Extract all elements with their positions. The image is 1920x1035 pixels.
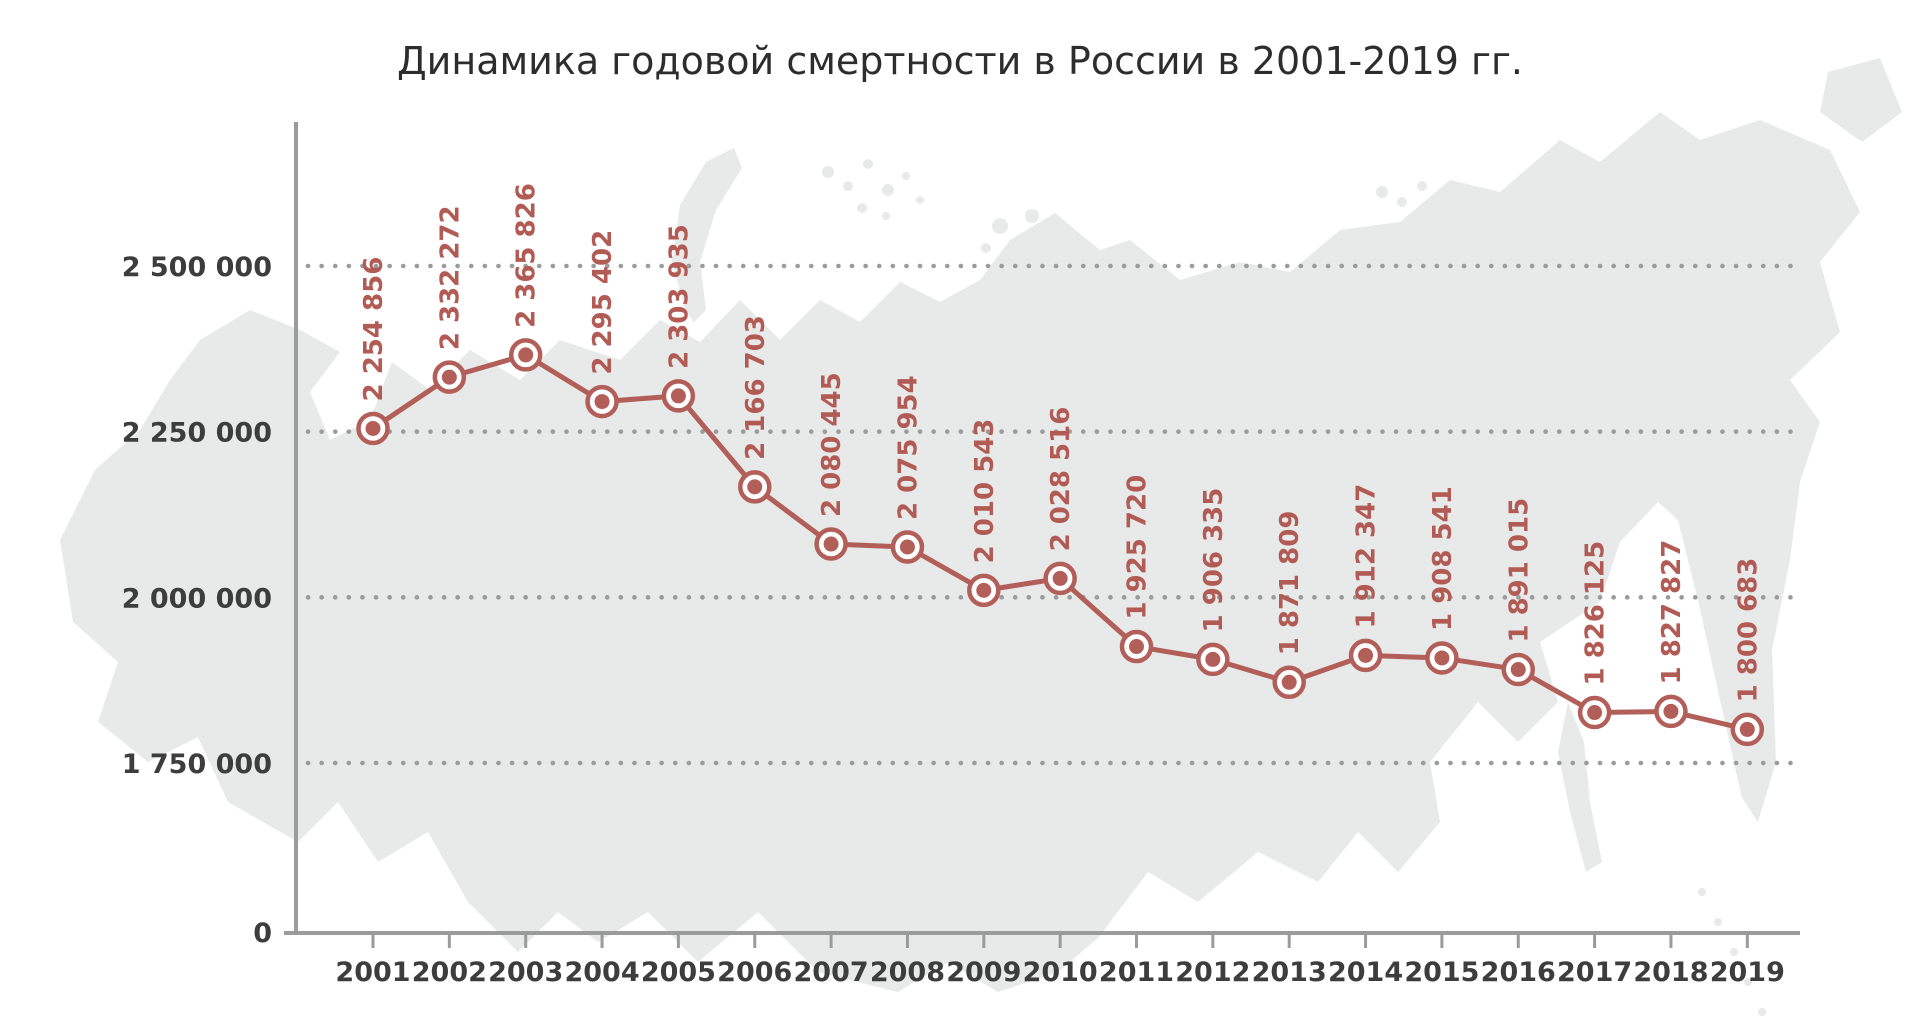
gridlines-layer: 2 500 000 2 250 000 2 000 000 1 750 000 (122, 252, 1798, 780)
data-point-marker-2013 (1272, 665, 1306, 700)
data-point-label-2007: 2 080 445 (817, 372, 847, 517)
marker-core (1663, 703, 1679, 719)
x-axis-label-2008: 2008 (870, 957, 945, 988)
data-point-label-2019: 1 800 683 (1733, 558, 1763, 703)
data-point-marker-2007 (814, 527, 848, 561)
marker-core (899, 539, 915, 555)
x-axis-label-2013: 2013 (1252, 957, 1327, 988)
marker-core (1205, 651, 1221, 667)
map-island-novaya-zemlya (672, 148, 742, 322)
map-islands-new-siberian (1376, 181, 1427, 207)
data-point-label-2008: 2 075 954 (893, 375, 923, 520)
x-axis-label-2017: 2017 (1557, 957, 1632, 988)
data-point-label-2010: 2 028 516 (1046, 407, 1076, 552)
data-point-marker-2016 (1501, 652, 1535, 687)
data-point-marker-2005 (661, 379, 696, 413)
marker-core (976, 582, 992, 598)
marker-core (594, 394, 610, 410)
y-axis-label: 2 250 000 (122, 418, 272, 449)
y-axis-label: 2 000 000 (122, 583, 272, 614)
data-point-label-2011: 1 925 720 (1123, 475, 1153, 620)
data-point-marker-2014 (1348, 638, 1383, 673)
x-axis-label-2006: 2006 (717, 957, 792, 988)
map-mainland (60, 112, 1860, 992)
marker-core (1129, 639, 1144, 655)
map-landmass-top-right (1820, 58, 1902, 142)
x-axis-label-2014: 2014 (1328, 957, 1403, 988)
data-point-label-2013: 1 871 809 (1275, 511, 1305, 656)
marker-core (1281, 674, 1297, 690)
data-point-label-2002: 2 332 272 (435, 205, 465, 350)
x-axis-label-2007: 2007 (794, 957, 869, 988)
x-axis-label-2011: 2011 (1099, 957, 1174, 988)
data-point-label-2017: 1 826 125 (1581, 541, 1611, 686)
data-point-label-2012: 1 906 335 (1199, 488, 1229, 633)
data-point-marker-2019 (1730, 712, 1765, 747)
data-point-marker-2015 (1425, 641, 1459, 675)
y-axis-label: 2 500 000 (122, 252, 272, 283)
data-point-marker-2001 (356, 411, 390, 446)
marker-core (1510, 662, 1526, 678)
data-point-label-2004: 2 295 402 (588, 230, 618, 375)
x-axis-label-2019: 2019 (1710, 957, 1785, 988)
x-axis-label-2018: 2018 (1633, 957, 1708, 988)
marker-core (518, 347, 534, 363)
marker-core (1052, 570, 1068, 586)
marker-core (823, 536, 839, 552)
data-point-marker-2018 (1654, 694, 1688, 729)
data-point-marker-2017 (1577, 695, 1612, 730)
marker-core (1739, 721, 1755, 737)
data-point-marker-2008 (890, 530, 925, 564)
data-point-label-2005: 2 303 935 (664, 224, 694, 369)
data-point-label-2018: 1 827 827 (1657, 540, 1687, 685)
data-point-marker-2006 (738, 470, 772, 504)
marker-core (670, 388, 686, 404)
x-axis-label-2009: 2009 (946, 957, 1021, 988)
x-axis-label-2015: 2015 (1404, 957, 1479, 988)
x-axis-label-2005: 2005 (641, 957, 716, 988)
data-point-marker-2009 (967, 573, 1001, 608)
y-axis-origin-label: 0 (253, 918, 272, 949)
x-axis-label-2012: 2012 (1175, 957, 1250, 988)
map-island-sakhalin (1558, 702, 1602, 872)
marker-core (441, 369, 457, 385)
marker-core (365, 420, 381, 436)
y-axis-label: 1 750 000 (122, 749, 272, 780)
x-axis-label-2002: 2002 (412, 957, 487, 988)
data-point-marker-2011 (1119, 629, 1154, 664)
data-point-marker-2003 (508, 338, 543, 372)
x-axis-label-2004: 2004 (564, 957, 639, 988)
marker-core (1434, 650, 1450, 666)
x-axis-label-2010: 2010 (1023, 957, 1098, 988)
marker-core (747, 479, 763, 495)
data-point-label-2003: 2 365 826 (512, 183, 542, 328)
data-point-label-2009: 2 010 543 (970, 419, 1000, 564)
map-islands-franz-josef (822, 159, 924, 220)
data-point-label-2006: 2 166 703 (741, 315, 771, 460)
data-labels-layer: 2 254 856 2 332 272 2 365 826 2 295 402 2 30… (359, 183, 1763, 702)
marker-core (1587, 705, 1603, 721)
data-point-label-2014: 1 912 347 (1352, 484, 1382, 629)
data-point-marker-2012 (1196, 642, 1230, 677)
map-islands-kuril (1698, 888, 1766, 1016)
x-axis-label-2001: 2001 (335, 957, 410, 988)
map-islands-severnaya-zemlya (981, 209, 1039, 272)
x-axis-label-2003: 2003 (488, 957, 563, 988)
marker-core (1358, 647, 1374, 663)
data-point-label-2001: 2 254 856 (359, 257, 389, 402)
russia-map-silhouette (60, 58, 1902, 1016)
chart-title: Динамика годовой смертности в России в 2… (397, 39, 1523, 83)
data-point-marker-2004 (585, 384, 619, 419)
data-series-layer (356, 338, 1765, 747)
x-axis-label-2016: 2016 (1481, 957, 1556, 988)
data-point-label-2015: 1 908 541 (1428, 486, 1458, 631)
map-island-wrangel (1642, 150, 1662, 162)
data-point-label-2016: 1 891 015 (1504, 498, 1534, 643)
data-point-marker-2010 (1043, 561, 1077, 596)
data-point-marker-2002 (432, 360, 467, 394)
